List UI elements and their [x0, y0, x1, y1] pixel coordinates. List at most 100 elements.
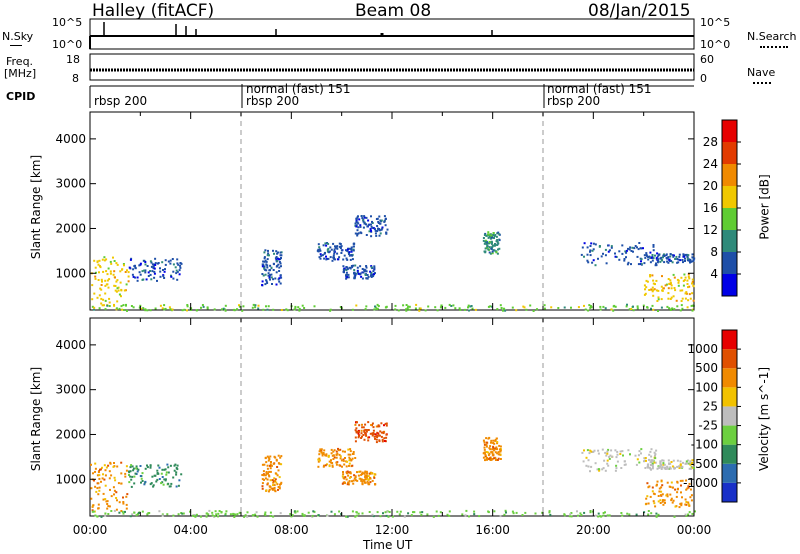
- echo-cell: [93, 259, 96, 262]
- echo-cell: [597, 468, 600, 471]
- echo-cell: [361, 277, 364, 280]
- echo-cell: [563, 306, 566, 309]
- echo-cell: [413, 511, 416, 514]
- echo-cell: [109, 270, 112, 273]
- echo-cell: [189, 510, 192, 513]
- echo-cell: [586, 259, 589, 262]
- echo-cell: [660, 285, 663, 288]
- echo-cell: [98, 477, 101, 480]
- echo-cell: [149, 260, 152, 263]
- echo-cell: [647, 510, 650, 512]
- echo-cell: [493, 448, 496, 451]
- echo-cell: [624, 250, 627, 253]
- echo-cell: [273, 263, 275, 266]
- echo-cell: [264, 474, 267, 477]
- echo-cell: [347, 273, 350, 276]
- y-tick-label: 2000: [55, 221, 86, 235]
- echo-cell: [264, 477, 267, 480]
- echo-cell: [273, 252, 275, 255]
- echo-cell: [577, 514, 579, 517]
- echo-cell: [662, 463, 665, 466]
- echo-cell: [356, 271, 359, 274]
- echo-cell: [280, 265, 282, 268]
- echo-cell: [375, 218, 378, 220]
- echo-cell: [602, 305, 605, 308]
- cpid-label: CPID: [6, 90, 36, 103]
- colorbar-swatch: [722, 164, 737, 186]
- echo-cell: [374, 483, 377, 486]
- echo-cell: [266, 258, 269, 261]
- echo-cell: [659, 494, 662, 497]
- echo-cell: [272, 481, 275, 484]
- echo-cell: [172, 476, 175, 479]
- echo-cell: [143, 269, 146, 272]
- echo-cell: [108, 470, 111, 473]
- echo-cell: [255, 511, 258, 514]
- echo-cell: [349, 258, 352, 261]
- echo-cell: [380, 422, 383, 425]
- echo-cell: [349, 450, 352, 453]
- echo-cell: [612, 305, 615, 308]
- echo-cell: [592, 248, 595, 251]
- echo-cell: [384, 224, 387, 227]
- echo-cell: [654, 454, 656, 457]
- echo-cell: [330, 461, 332, 464]
- echo-cell: [645, 253, 648, 256]
- echo-cell: [141, 472, 144, 475]
- echo-cell: [107, 513, 110, 515]
- echo-cell: [244, 514, 247, 517]
- echo-cell: [371, 222, 374, 224]
- echo-cell: [640, 452, 642, 455]
- echo-cell: [653, 493, 656, 496]
- echo-cell: [263, 463, 266, 466]
- echo-cell: [161, 476, 164, 478]
- nave-dotted-legend: [753, 82, 771, 84]
- echo-cell: [108, 301, 111, 304]
- echo-cell: [675, 255, 678, 258]
- echo-cell: [333, 252, 336, 255]
- echo-cell: [261, 463, 264, 466]
- echo-cell: [656, 255, 659, 258]
- echo-cell: [366, 480, 369, 483]
- echo-cell: [351, 308, 354, 311]
- echo-cell: [365, 270, 368, 273]
- echo-cell: [330, 248, 333, 251]
- echo-cell: [489, 305, 492, 308]
- echo-cell: [91, 505, 94, 508]
- echo-cell: [372, 273, 375, 276]
- echo-cell: [263, 267, 266, 270]
- echo-cell: [608, 249, 611, 252]
- echo-cell: [385, 436, 388, 439]
- echo-cell: [653, 451, 656, 454]
- echo-cell: [584, 308, 587, 311]
- echo-cell: [265, 263, 268, 266]
- echo-cell: [134, 264, 136, 267]
- echo-cell: [150, 265, 153, 268]
- echo-cell: [194, 515, 197, 518]
- echo-cell: [469, 305, 472, 308]
- echo-cell: [626, 303, 628, 306]
- echo-cell: [290, 515, 293, 518]
- echo-cell: [106, 500, 109, 503]
- echo-cell: [273, 477, 276, 480]
- echo-cell: [348, 251, 351, 254]
- echo-cell: [205, 515, 208, 518]
- echo-cell: [201, 304, 204, 306]
- echo-cell: [133, 511, 136, 514]
- echo-cell: [351, 266, 354, 269]
- echo-cell: [383, 215, 386, 218]
- colorbar-tick-label: 500: [695, 361, 718, 375]
- echo-cell: [351, 480, 353, 483]
- echo-cell: [268, 275, 271, 278]
- echo-cell: [94, 467, 97, 470]
- echo-cell: [140, 481, 142, 484]
- echo-cell: [266, 464, 269, 467]
- echo-cell: [354, 429, 357, 432]
- echo-cell: [670, 260, 673, 262]
- echo-cell: [280, 276, 283, 279]
- echo-cell: [651, 304, 654, 307]
- echo-cell: [128, 470, 130, 473]
- echo-cell: [587, 459, 590, 462]
- echo-cell: [153, 267, 156, 270]
- echo-cell: [355, 225, 358, 228]
